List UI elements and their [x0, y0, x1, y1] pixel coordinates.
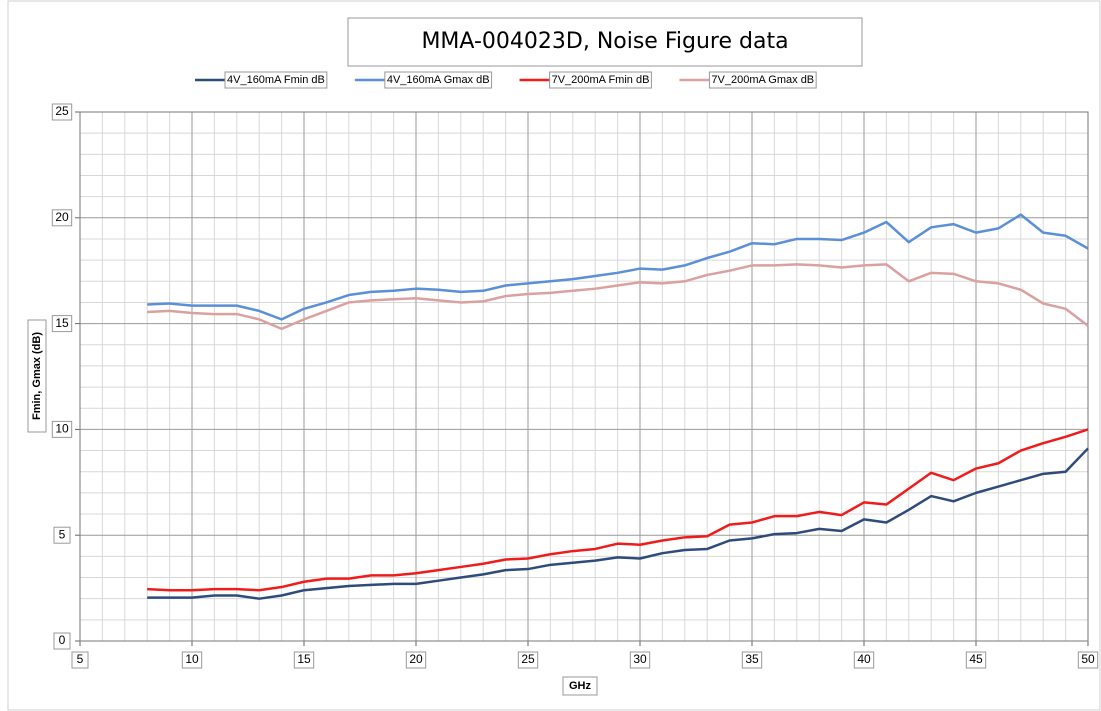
tick-label-box — [405, 651, 427, 669]
tick-label: 20 — [55, 210, 69, 224]
series-line — [147, 263, 1089, 331]
legend-label: 7V_200mA Fmin dB — [552, 74, 650, 86]
plot-border — [79, 111, 1089, 642]
tick-label: 15 — [55, 316, 69, 330]
tick-label-box — [51, 103, 73, 121]
tick-label-box — [293, 651, 315, 669]
tick-label-box — [1077, 651, 1099, 669]
tick-label-box — [741, 651, 763, 669]
tick-label: 35 — [745, 652, 759, 666]
tick-label: 30 — [633, 652, 647, 666]
tick-label: 5 — [77, 652, 84, 666]
legend-label: 4V_160mA Gmax dB — [387, 74, 490, 86]
series-line — [147, 447, 1089, 600]
x-axis-label: GHz — [569, 680, 592, 692]
legend-label: 7V_200mA Gmax dB — [711, 74, 814, 86]
chart-border — [7, 0, 1101, 711]
legend-label: 4V_160mA Fmin dB — [227, 74, 325, 86]
tick-label-box — [71, 651, 89, 669]
tick-label-box — [53, 632, 71, 650]
tick-label: 10 — [185, 652, 199, 666]
tick-label-box — [51, 209, 73, 227]
tick-label-box — [51, 420, 73, 438]
tick-label: 0 — [59, 633, 66, 647]
chart-title: MMA-004023D, Noise Figure data — [421, 29, 788, 54]
tick-label-box — [53, 526, 71, 544]
legend-box — [384, 71, 493, 89]
y-axis-label: Fmin, Gmax (dB) — [31, 332, 43, 420]
tick-label: 25 — [55, 104, 69, 118]
series-line — [147, 213, 1089, 321]
tick-label: 5 — [59, 527, 66, 541]
tick-label-box — [51, 315, 73, 333]
tick-label: 10 — [55, 422, 69, 436]
tick-label: 15 — [297, 652, 311, 666]
plot-area — [79, 111, 1089, 642]
legend-box — [224, 71, 328, 89]
tick-label: 25 — [521, 652, 535, 666]
tick-label: 40 — [857, 652, 871, 666]
series-line — [147, 428, 1089, 592]
tick-label: 20 — [409, 652, 423, 666]
tick-label-box — [181, 651, 203, 669]
tick-label-box — [853, 651, 875, 669]
tick-label: 45 — [969, 652, 983, 666]
x-label-box — [562, 676, 598, 696]
title-box — [347, 17, 863, 67]
legend-box — [549, 71, 652, 89]
legend-box — [708, 71, 817, 89]
y-label-box — [27, 319, 47, 433]
tick-label: 50 — [1081, 652, 1095, 666]
tick-label-box — [517, 651, 539, 669]
tick-label-box — [629, 651, 651, 669]
tick-label-box — [965, 651, 987, 669]
